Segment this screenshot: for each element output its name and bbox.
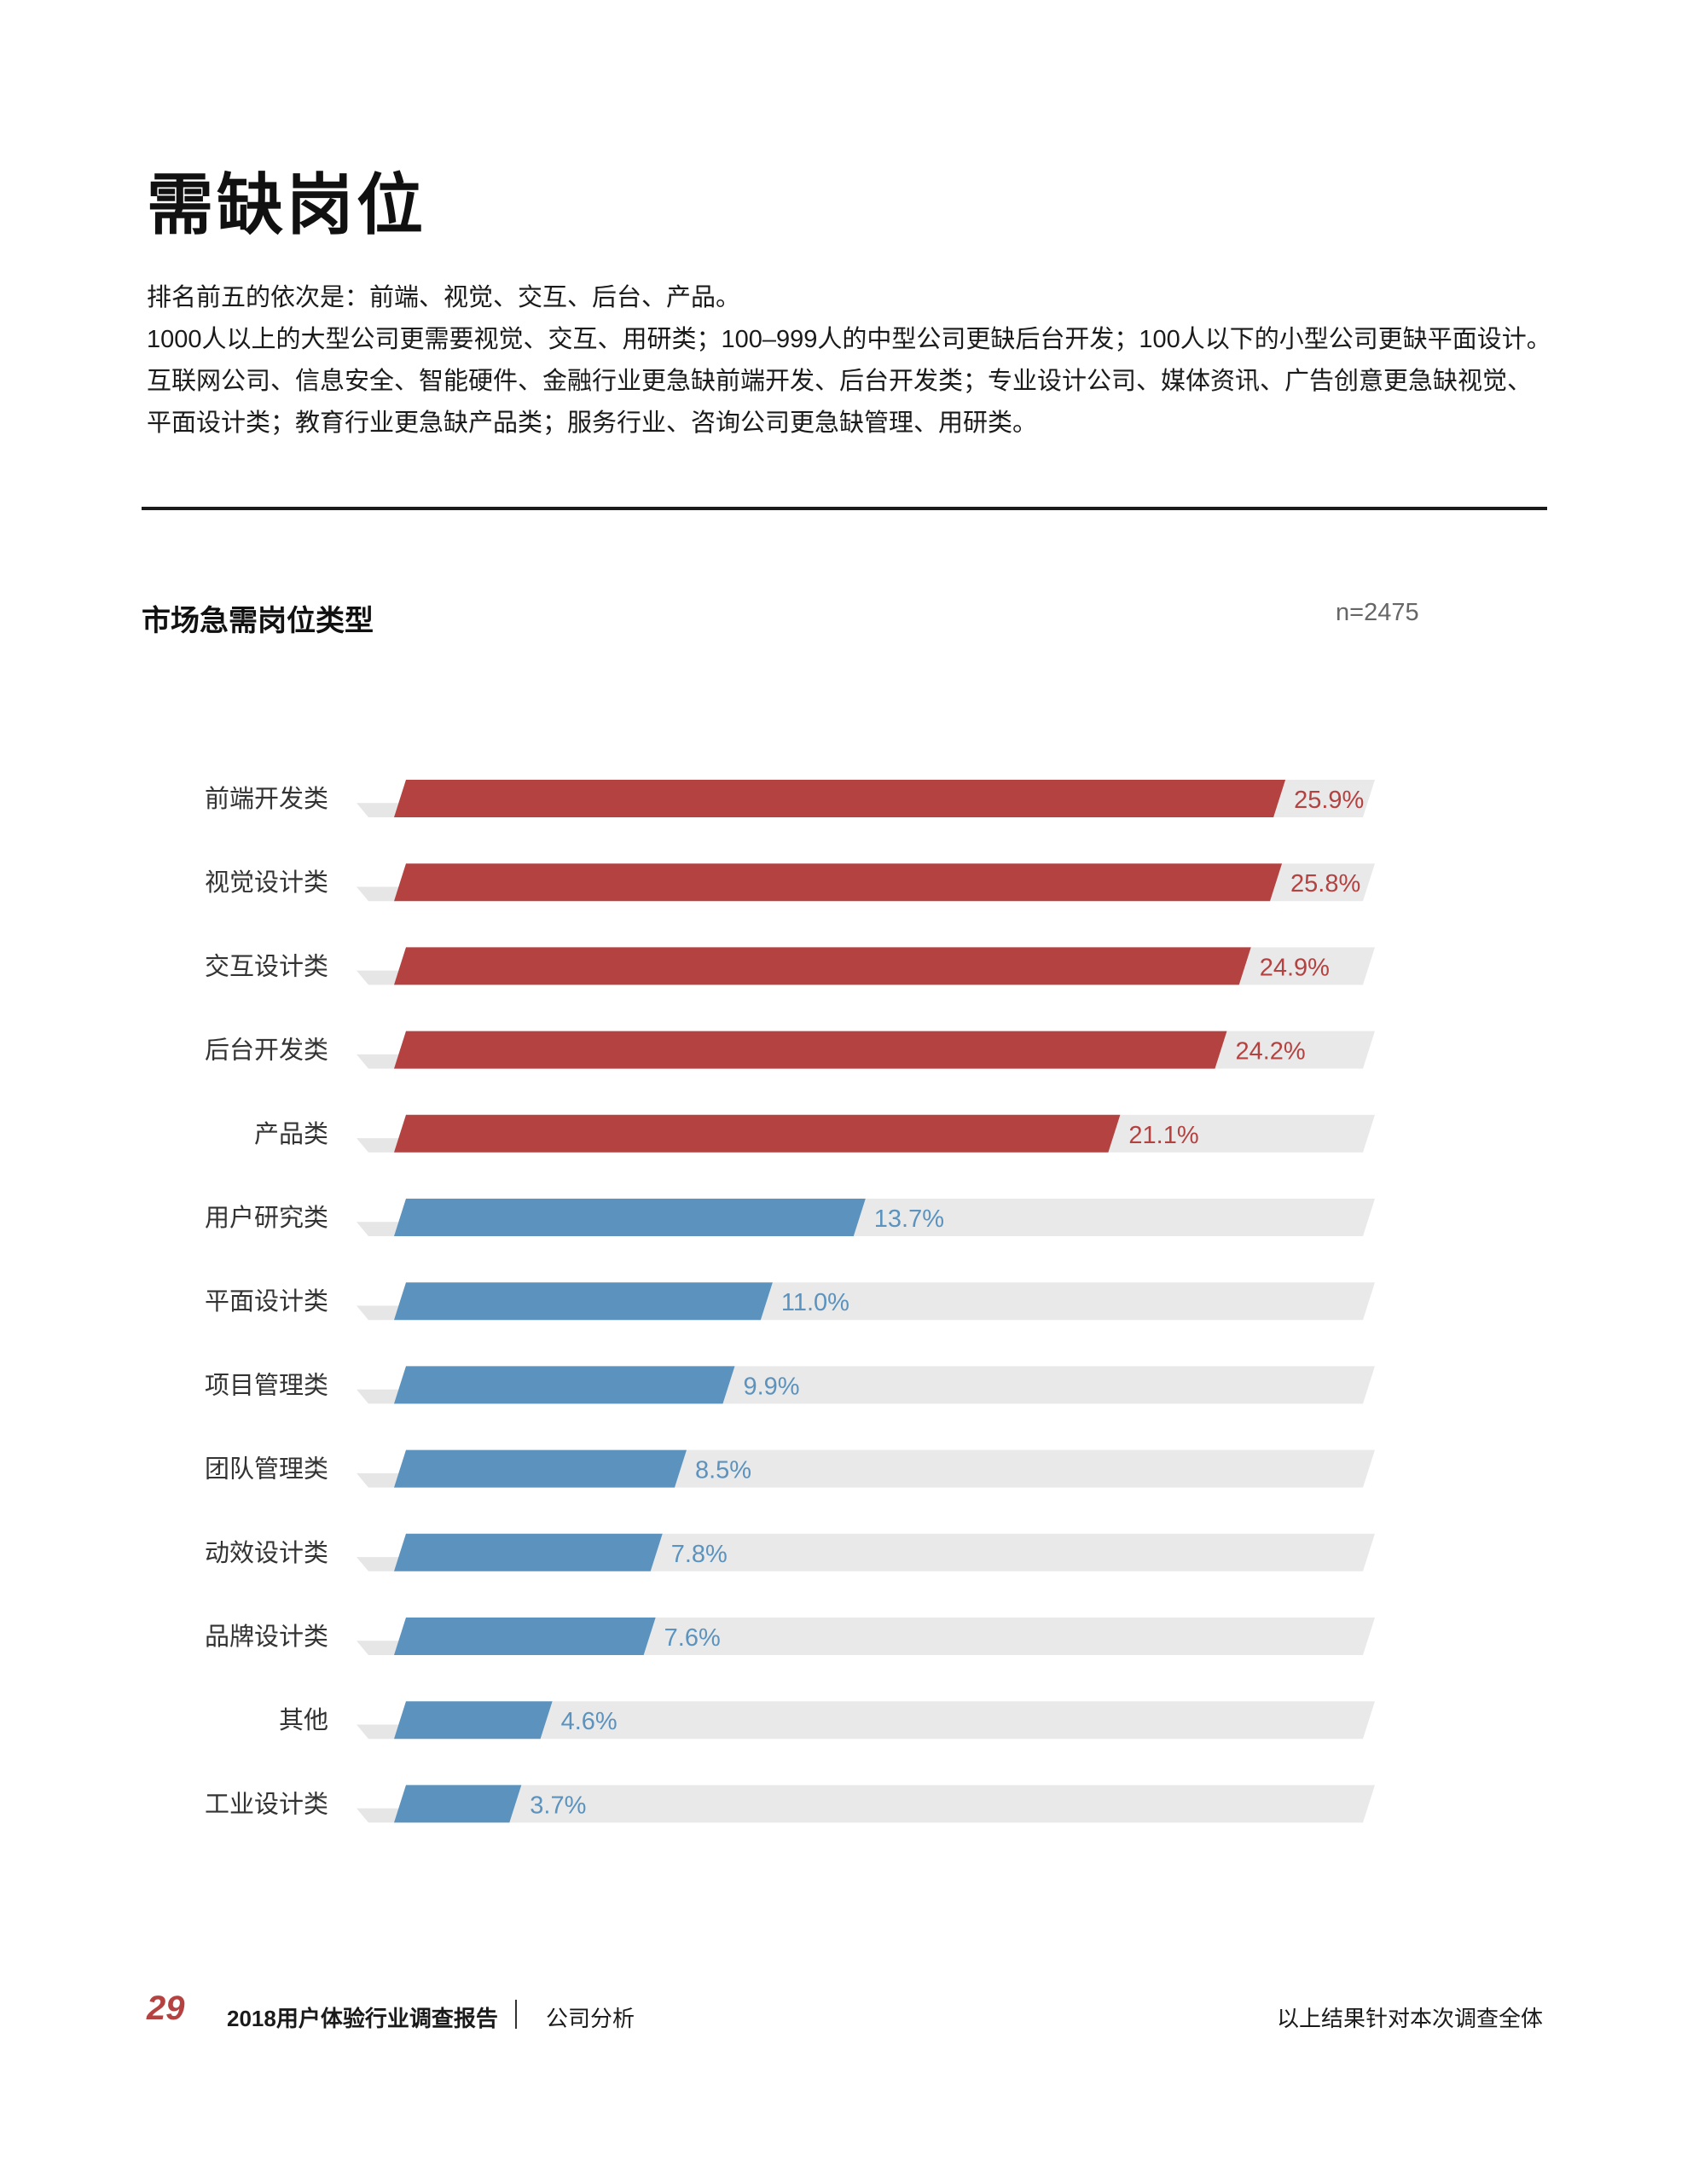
bar [394,1533,663,1571]
intro-paragraph-2: 1000人以上的大型公司更需要视觉、交互、用研类；100–999人的中型公司更缺… [147,326,1551,437]
bar-shadow [357,1641,406,1655]
bar-track [394,1785,1375,1823]
category-label: 用户研究类 [205,1204,328,1232]
bar [394,1785,522,1823]
category-label: 前端开发类 [205,785,328,813]
bar-chart: 前端开发类 25.9% 视觉设计类 25.8% 交互设计类 24.9% 后台开发类 24.2%… [205,780,1375,1823]
value-label: 8.5% [695,1457,751,1484]
intro-text: 排名前五的依次是：前端、视觉、交互、后台、产品。 1000人以上的大型公司更需要… [147,277,1554,444]
bar [394,1114,1121,1153]
category-label: 项目管理类 [205,1371,328,1399]
page-title: 需缺岗位 [147,167,427,242]
value-label: 7.6% [664,1624,721,1652]
bar [394,1449,687,1488]
report-name: 2018用户体验行业调查报告 [227,2006,498,2031]
category-label: 团队管理类 [205,1455,328,1484]
chart-title: 市场急需岗位类型 [142,605,374,637]
category-label: 交互设计类 [205,952,328,980]
value-label: 24.9% [1260,954,1330,981]
bar [394,1282,773,1321]
category-label: 动效设计类 [205,1539,328,1567]
category-label: 视觉设计类 [205,868,328,897]
footer-separator [515,2000,517,2029]
bar-shadow [357,1808,406,1823]
category-label: 产品类 [254,1120,328,1148]
value-label: 21.1% [1128,1122,1198,1149]
value-label: 9.9% [743,1373,799,1400]
bar [394,1031,1227,1069]
bar-shadow [357,1305,406,1321]
bar-shadow [357,1054,406,1069]
bar [394,1199,866,1236]
value-label: 24.2% [1235,1038,1305,1066]
bar [394,1618,656,1655]
intro-paragraph-1: 排名前五的依次是：前端、视觉、交互、后台、产品。 [147,284,741,311]
value-label: 11.0% [781,1289,849,1316]
bar [394,863,1283,902]
sample-size: n=2475 [1336,599,1419,626]
bar [394,1366,735,1404]
bar-shadow [357,1138,406,1153]
bar-track [394,1701,1375,1740]
value-label: 7.8% [671,1541,728,1568]
bar-shadow [357,803,406,817]
section-divider [142,507,1547,510]
bar-shadow [357,886,406,902]
bar-shadow [357,1724,406,1740]
category-label: 品牌设计类 [205,1623,328,1651]
bar-shadow [357,1222,406,1236]
footnote: 以上结果针对本次调查全体 [1276,2006,1543,2031]
page-number: 29 [147,1989,185,2027]
category-label: 其他 [279,1706,328,1734]
value-label: 25.8% [1290,870,1360,897]
bar-shadow [357,1389,406,1404]
bar-shadow [357,1557,406,1571]
bar [394,780,1286,817]
value-label: 4.6% [561,1708,617,1735]
category-label: 工业设计类 [205,1790,328,1818]
value-label: 3.7% [530,1792,586,1819]
bar-shadow [357,970,406,985]
value-label: 13.7% [874,1205,944,1233]
section-name: 公司分析 [546,2006,635,2031]
bar [394,1701,553,1740]
category-label: 平面设计类 [205,1287,328,1316]
value-label: 25.9% [1294,787,1364,814]
bar [394,947,1251,985]
category-label: 后台开发类 [205,1037,328,1065]
bar-shadow [357,1472,406,1488]
